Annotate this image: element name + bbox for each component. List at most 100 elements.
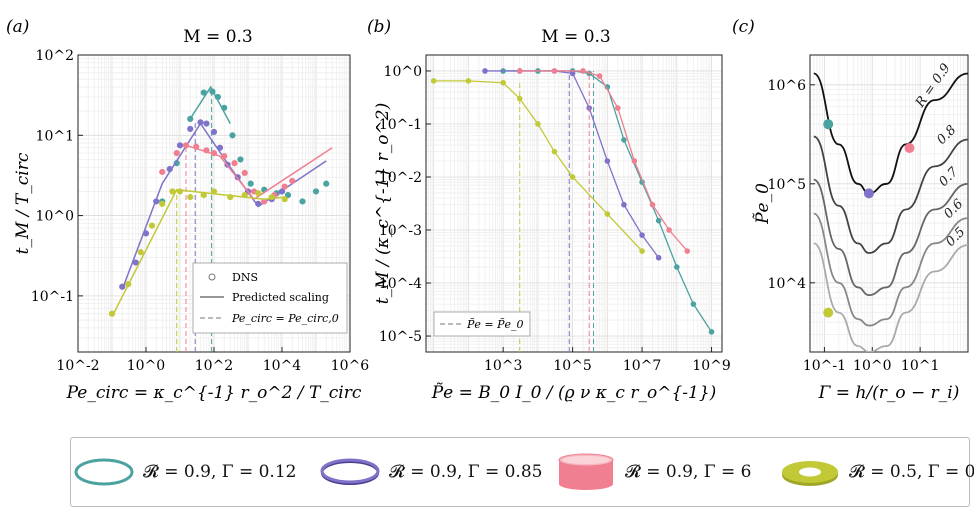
x-tick-label: 10^4 [263,358,302,374]
data-point [649,201,656,208]
data-point [255,190,262,197]
legend-a-dns-marker [208,273,216,281]
data-point [289,177,296,185]
data-point [210,128,218,136]
x-tick-label: 10^-1 [803,358,846,374]
plot-b: 10^3 10^5 10^7 10^9 10^-5 10^-4 10^-3 10^-2 10^-… [373,54,731,403]
y-axis-label: t_M / (κ_c^{-1} r_o^2) [373,103,393,304]
panel-label-a: (a) [6,17,29,37]
legend-a-pred-label: Predicted scaling [232,291,329,304]
data-point [674,264,680,270]
scaling-line [189,85,231,124]
sample-geometry-legend: 𝓡 = 0.9, Γ = 0.12 𝓡 = 0.9, Γ = 0.85 𝓡 = 0.… [70,437,974,507]
data-point [176,188,184,195]
data-point [193,143,200,150]
data-point [247,180,254,187]
curve-label: R = 0.9 [912,61,953,111]
data-point [148,222,156,229]
data-point [231,160,238,167]
data-point [621,137,627,143]
x-axis-label: Γ = h/(r_o − r_i) [818,383,960,403]
data-point [169,188,176,195]
plot-a: 10^-2 10^0 10^2 10^4 10^6 10^-1 10^0 10^1 10^2 Pe… [13,48,369,403]
x-tick-label: 10^1 [901,358,939,374]
marker-point [823,119,834,130]
data-point [516,95,523,102]
y-tick-label: 10^6 [768,78,807,94]
title-b: M = 0.3 [541,27,611,47]
data-point [708,329,715,335]
data-point [237,156,244,163]
data-point [430,78,437,84]
x-tick-label: 10^3 [484,358,522,374]
data-point [241,191,248,199]
data-point [187,115,194,123]
panel-a: (a) M = 0.3 10^-2 10^0 10^2 10^4 10^610^-110… [6,17,369,403]
data-point [119,283,126,290]
y-tick-label: 10^-5 [379,329,422,345]
x-axis-label: P̃e = B_0 I_0 / (ϱ ν κ_c r_o^{-1}) [431,383,717,403]
legend-item: 𝓡 = 0.9, Γ = 0.85 [319,454,542,490]
data-point [268,193,275,201]
data-point [137,249,144,256]
data-point [604,158,611,164]
data-point [323,180,330,187]
thin-ring-icon [74,458,134,486]
data-point [210,150,218,157]
data-point [482,68,488,74]
data-point [615,105,621,111]
data-point [221,104,228,111]
y-tick-label: 10^4 [768,276,807,292]
legend-a-dns-label: DNS [232,271,258,284]
y-tick-label: 10^-2 [379,170,422,186]
legend-a-pe-label: Pe_circ = Pe_circ,0 [231,312,339,325]
data-point [203,120,210,127]
x-tick-label: 10^9 [692,358,730,374]
data-point [684,248,691,254]
data-point [655,217,662,224]
curve-label: 0.7 [936,164,962,190]
data-point [229,132,236,139]
cylinder-icon [558,453,614,490]
data-point [281,183,288,190]
panel-label-b: (b) [367,17,391,37]
curve-label: 0.8 [934,123,959,148]
legend-item: 𝓡 = 0.9, Γ = 6 [555,453,752,490]
plot-c-data: R = 0.90.80.70.60.5 [813,61,968,352]
y-tick-label: 10^-4 [379,276,422,292]
data-point [216,144,224,151]
legend-item-label: 𝓡 = 0.9, Γ = 0.85 [389,462,543,482]
scaling-line [185,144,333,201]
data-point [569,70,576,77]
data-point [187,125,194,133]
data-point [214,93,221,101]
x-tick-label: 10^2 [195,358,233,374]
data-point [197,119,204,126]
data-point [278,188,286,195]
data-point [281,196,288,203]
panel-b: (b) M = 0.3 10^3 10^5 10^7 10^910^-510^-410… [367,17,731,403]
data-point [551,68,558,74]
data-point [312,188,320,195]
washer-icon [782,461,838,486]
data-point [159,168,166,176]
curve-label: 0.6 [941,197,966,222]
legend-a-box [192,262,348,334]
legend-item-label: 𝓡 = 0.9, Γ = 6 [625,462,752,482]
legend-item-label: 𝓡 = 0.9, Γ = 0.12 [143,462,297,482]
x-tick-label: 10^6 [331,358,370,374]
data-point [284,191,292,199]
stability-curve [813,178,968,297]
data-point [604,211,611,217]
legend-item: 𝓡 = 0.9, Γ = 0.12 [73,454,296,490]
y-tick-label: 10^-1 [31,289,74,305]
figure: (a) M = 0.3 10^-2 10^0 10^2 10^4 10^610^-110… [6,17,969,403]
data-point [580,68,586,74]
legend-a: DNS Predicted scaling Pe_circ = Pe_circ,0 [192,262,348,334]
data-point [159,200,166,207]
data-point [203,147,210,154]
data-point [596,73,603,79]
axes-frame [425,54,723,353]
data-point [690,301,697,307]
stability-curve [813,212,968,327]
